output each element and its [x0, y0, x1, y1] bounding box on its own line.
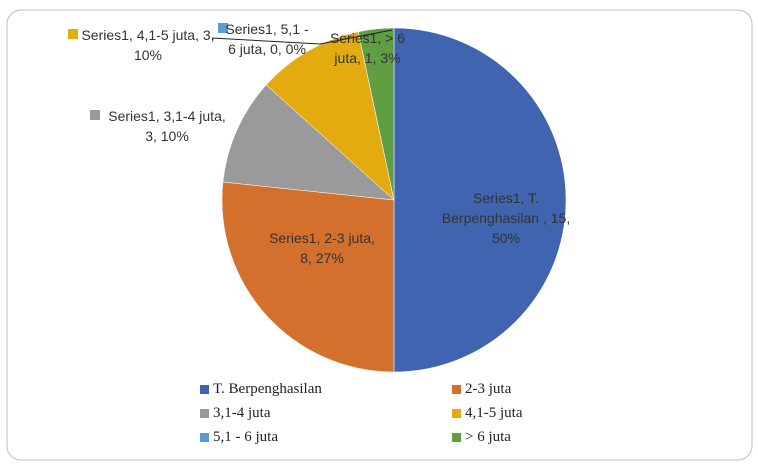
pie-slice — [221, 181, 395, 373]
pie-slice — [265, 31, 395, 201]
data-label: Series1, 2-3 juta, 8, 27% — [269, 230, 375, 266]
legend-entry: 3,1-4 juta — [200, 405, 271, 422]
legend-key — [200, 409, 209, 418]
legend-label: T. Berpenghasilan — [213, 381, 322, 397]
pie-slice — [357, 27, 395, 201]
legend-label: > 6 juta — [465, 429, 511, 445]
label-key — [68, 29, 78, 39]
legend-key — [452, 433, 461, 442]
legend-entry: > 6 juta — [452, 429, 511, 446]
frame — [6, 9, 753, 461]
legend-key — [452, 385, 461, 394]
legend-key — [200, 433, 209, 442]
pie-slice — [393, 27, 567, 373]
data-label: Series1, 5,1 - 6 juta, 0, 0% — [225, 21, 309, 57]
legend-label: 2-3 juta — [465, 381, 512, 397]
legend-key — [200, 385, 209, 394]
label-key — [218, 23, 228, 33]
legend-key — [452, 409, 461, 418]
legend-entry: 4,1-5 juta — [452, 405, 523, 422]
data-label: Series1, > 6 juta, 1, 3% — [329, 30, 406, 66]
legend-label: 5,1 - 6 juta — [213, 429, 278, 445]
legend-label: 4,1-5 juta — [465, 405, 523, 421]
data-label: Series1, T. Berpenghasilan , 15, 50% — [441, 190, 571, 246]
label-key — [90, 110, 100, 120]
leader-line — [211, 29, 393, 45]
legend-entry: 5,1 - 6 juta — [200, 429, 278, 446]
pie — [221, 27, 567, 373]
legend-label: 3,1-4 juta — [213, 405, 271, 421]
pie-slice — [222, 84, 395, 201]
data-label: Series1, 3,1-4 juta, 3, 10% — [108, 108, 226, 144]
legend-entry: T. Berpenghasilan — [200, 381, 322, 398]
data-label: Series1, 4,1-5 juta, 3, 10% — [81, 27, 215, 63]
legend-entry: 2-3 juta — [452, 381, 511, 398]
